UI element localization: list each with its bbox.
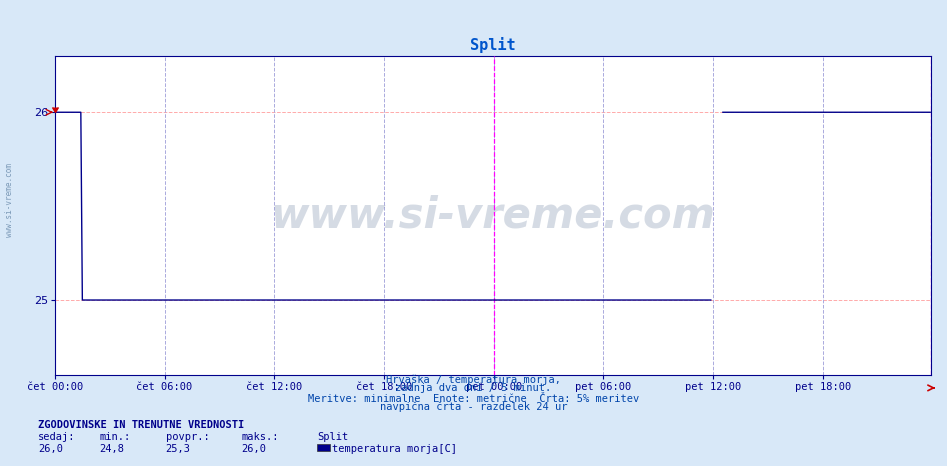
- Text: povpr.:: povpr.:: [166, 432, 209, 442]
- Text: 26,0: 26,0: [38, 444, 63, 454]
- Title: Split: Split: [470, 37, 516, 54]
- Text: www.si-vreme.com: www.si-vreme.com: [5, 164, 14, 237]
- Text: Hrvaška / temperatura morja,: Hrvaška / temperatura morja,: [386, 375, 561, 385]
- Text: temperatura morja[C]: temperatura morja[C]: [332, 444, 457, 454]
- Text: www.si-vreme.com: www.si-vreme.com: [271, 194, 715, 237]
- Text: zadnja dva dni / 5 minut.: zadnja dva dni / 5 minut.: [396, 384, 551, 393]
- Text: 24,8: 24,8: [99, 444, 124, 454]
- Text: maks.:: maks.:: [241, 432, 279, 442]
- Text: Split: Split: [317, 432, 348, 442]
- Text: min.:: min.:: [99, 432, 131, 442]
- Text: 26,0: 26,0: [241, 444, 266, 454]
- Text: ZGODOVINSKE IN TRENUTNE VREDNOSTI: ZGODOVINSKE IN TRENUTNE VREDNOSTI: [38, 420, 244, 430]
- Text: navpična črta - razdelek 24 ur: navpična črta - razdelek 24 ur: [380, 402, 567, 412]
- Text: Meritve: minimalne  Enote: metrične  Črta: 5% meritev: Meritve: minimalne Enote: metrične Črta:…: [308, 394, 639, 404]
- Text: 25,3: 25,3: [166, 444, 190, 454]
- Text: sedaj:: sedaj:: [38, 432, 76, 442]
